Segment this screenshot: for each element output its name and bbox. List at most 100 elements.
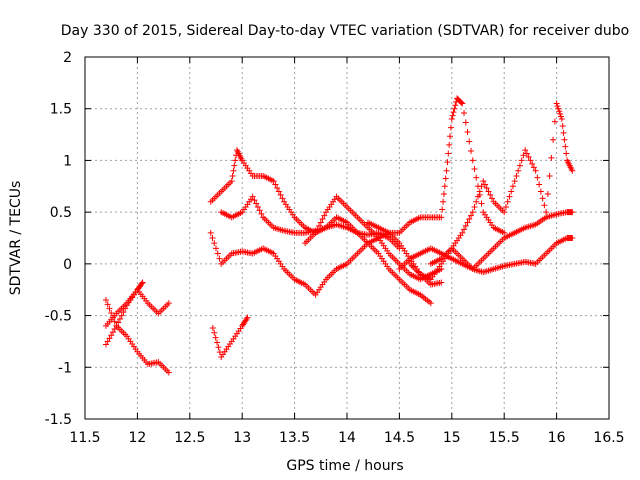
data-point	[447, 124, 454, 131]
data-point	[504, 198, 511, 205]
data-point	[440, 191, 447, 198]
data-point	[228, 178, 235, 185]
data-point	[207, 229, 214, 236]
data-point	[459, 229, 466, 236]
y-tick-label: 1.5	[50, 102, 72, 118]
data-point	[251, 197, 258, 204]
data-point	[561, 136, 568, 143]
data-point	[106, 335, 113, 342]
data-point	[475, 193, 481, 200]
data-point	[485, 188, 492, 195]
data-point	[438, 279, 445, 286]
data-point	[211, 329, 218, 336]
data-point	[515, 167, 522, 174]
data-point	[109, 329, 116, 336]
data-point	[138, 280, 145, 287]
data-point	[274, 185, 281, 192]
data-point	[537, 188, 544, 195]
data-point	[527, 157, 534, 164]
y-tick-label: -1	[58, 360, 72, 376]
y-tick-label: -0.5	[45, 309, 72, 325]
data-point	[253, 200, 260, 207]
chart-title: Day 330 of 2015, Sidereal Day-to-day VTE…	[61, 23, 629, 39]
data-point	[214, 339, 221, 346]
data-point	[258, 210, 265, 217]
data-point	[544, 191, 551, 198]
series-sat-i	[364, 95, 508, 236]
data-point	[488, 195, 495, 202]
data-point	[471, 166, 478, 173]
data-point	[569, 209, 576, 216]
x-tick-label: 11.5	[69, 430, 100, 446]
data-point	[469, 157, 476, 164]
data-point	[541, 202, 548, 209]
data-point	[560, 129, 567, 136]
data-point	[232, 157, 239, 164]
data-point	[104, 338, 111, 345]
data-point	[440, 198, 447, 205]
data-point	[319, 216, 326, 223]
data-point	[569, 235, 576, 241]
data-point	[464, 219, 471, 226]
data-point	[532, 167, 539, 174]
data-point	[209, 324, 216, 331]
data-point	[230, 167, 237, 174]
y-tick-label: 2	[63, 50, 72, 66]
data-point	[471, 203, 478, 210]
data-point	[473, 174, 480, 181]
y-tick-label: 0.5	[50, 205, 72, 221]
data-point	[229, 172, 236, 179]
data-point	[546, 172, 553, 179]
series-sat-c	[102, 279, 146, 329]
data-point	[539, 195, 546, 202]
data-point	[461, 226, 468, 233]
data-point	[459, 100, 466, 107]
data-point	[165, 369, 172, 376]
data-point	[559, 122, 566, 129]
data-point	[118, 312, 125, 319]
data-point	[468, 212, 475, 219]
data-point	[447, 133, 454, 140]
data-point	[562, 143, 569, 150]
data-point	[213, 245, 219, 252]
data-point	[106, 305, 113, 312]
data-point	[396, 245, 403, 252]
data-point	[525, 153, 532, 160]
data-points	[102, 95, 576, 376]
data-point	[216, 255, 223, 262]
series-sat-l	[427, 100, 576, 267]
data-point	[314, 226, 321, 233]
data-point	[451, 105, 458, 112]
data-point	[555, 105, 562, 112]
data-point	[446, 141, 453, 148]
data-point	[165, 300, 172, 307]
data-point	[481, 181, 488, 188]
data-point	[442, 175, 449, 182]
data-point	[115, 319, 122, 326]
data-point	[102, 297, 109, 304]
data-point	[529, 160, 536, 167]
data-point	[551, 118, 558, 125]
data-point	[450, 109, 457, 116]
data-point	[211, 240, 218, 247]
data-point	[120, 309, 127, 316]
data-point	[279, 195, 286, 202]
x-tick-label: 12	[128, 430, 146, 446]
series-sat-j	[396, 235, 576, 276]
y-tick-label: 0	[63, 257, 72, 273]
data-point	[438, 214, 445, 221]
series-sat-f	[209, 314, 251, 360]
data-point	[139, 279, 146, 286]
series-sat-g	[218, 193, 403, 252]
data-point	[563, 150, 570, 157]
data-point	[317, 219, 324, 226]
data-point	[443, 167, 450, 174]
x-tick-label: 12.5	[174, 430, 205, 446]
data-point	[553, 100, 560, 107]
x-tick-label: 14	[338, 430, 356, 446]
data-point	[215, 344, 222, 351]
x-tick-label: 13.5	[279, 430, 310, 446]
y-tick-label: -1.5	[45, 412, 72, 428]
data-point	[550, 136, 557, 143]
data-point	[212, 334, 219, 341]
